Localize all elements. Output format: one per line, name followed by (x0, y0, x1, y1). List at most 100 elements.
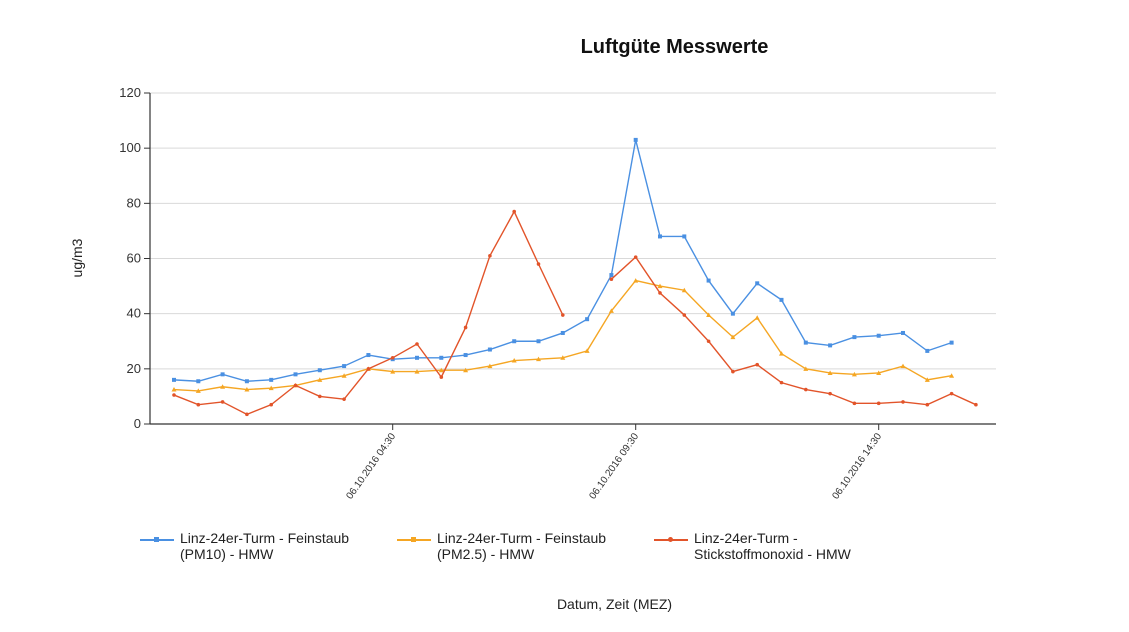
data-point (754, 315, 760, 320)
legend-swatch (140, 534, 174, 546)
legend-swatch (654, 534, 688, 546)
data-point (876, 401, 881, 406)
data-point (731, 369, 735, 374)
series-1 (172, 137, 954, 384)
data-point (608, 308, 614, 313)
data-point (925, 348, 930, 353)
y-tick-label: 100 (119, 140, 141, 155)
data-point (415, 355, 419, 360)
data-point (317, 377, 323, 382)
data-point (633, 278, 639, 283)
data-point (852, 401, 857, 406)
y-tick-label: 120 (119, 85, 141, 100)
data-point (463, 325, 468, 330)
legend-label: Linz-24er-Turm - Feinstaub (PM2.5) - HMW (437, 530, 607, 562)
data-point (512, 339, 517, 344)
data-point (463, 353, 468, 358)
legend-item[interactable]: Linz-24er-Turm - Feinstaub (PM10) - HMW (140, 530, 397, 562)
data-point (755, 281, 760, 286)
grid-lines (150, 92, 996, 370)
data-point (851, 371, 857, 377)
data-point (949, 340, 954, 345)
data-point (682, 313, 687, 317)
data-point (561, 313, 565, 317)
data-point (779, 297, 784, 302)
data-point (900, 363, 906, 369)
data-point (609, 277, 614, 281)
data-point (245, 412, 249, 417)
data-point (415, 342, 419, 346)
data-point (876, 333, 881, 338)
data-point (828, 391, 832, 396)
data-point (706, 339, 711, 344)
data-point (366, 353, 371, 358)
data-point (658, 291, 662, 295)
data-point (949, 391, 954, 396)
data-point (439, 375, 444, 379)
data-point (293, 383, 298, 388)
data-point (633, 255, 638, 259)
data-point (196, 379, 201, 384)
data-point (901, 330, 905, 335)
legend-label: Linz-24er-Turm - Feinstaub (PM10) - HMW (180, 530, 350, 562)
data-point (925, 402, 930, 407)
data-point (244, 379, 249, 384)
legend-item[interactable]: Linz-24er-Turm - Feinstaub (PM2.5) - HMW (397, 530, 654, 562)
data-point (706, 312, 712, 318)
series-3 (172, 209, 978, 417)
y-tick-label: 0 (134, 416, 141, 431)
legend-label: Linz-24er-Turm - Stickstoffmonoxid - HMW (694, 530, 851, 562)
legend: Linz-24er-Turm - Feinstaub (PM10) - HMW L… (140, 530, 911, 562)
data-point (536, 356, 541, 362)
data-point (585, 317, 590, 322)
data-point (318, 394, 322, 399)
data-point (803, 366, 809, 371)
data-point (341, 373, 347, 378)
x-tick-label: 06.10.2016 09:30 (587, 431, 641, 501)
data-point (463, 367, 469, 373)
legend-swatch (397, 534, 431, 546)
data-point (730, 311, 735, 316)
y-tick-label: 40 (127, 306, 141, 321)
data-point (828, 343, 833, 348)
data-point (949, 373, 955, 378)
data-point (196, 402, 201, 407)
data-point (560, 355, 566, 360)
data-point (488, 253, 492, 258)
data-point (584, 348, 590, 353)
data-point (244, 387, 250, 392)
data-point (438, 367, 444, 373)
data-point (804, 387, 808, 392)
data-point (269, 402, 274, 407)
data-point (390, 369, 396, 374)
data-point (560, 330, 565, 335)
series-line (173, 210, 564, 416)
axes (149, 93, 996, 425)
x-axis-title: Datum, Zeit (MEZ) (556, 596, 673, 612)
y-tick-label: 20 (127, 361, 141, 376)
data-point (342, 364, 347, 369)
data-point (658, 234, 662, 239)
legend-item[interactable]: Linz-24er-Turm - Stickstoffmonoxid - HMW (654, 530, 911, 562)
data-point (779, 351, 784, 356)
data-point (172, 377, 176, 382)
series-line (173, 279, 952, 392)
data-point (195, 388, 201, 393)
data-point (901, 400, 905, 404)
data-point (487, 363, 493, 369)
data-point (342, 397, 346, 401)
data-point (390, 356, 395, 360)
x-tick-label: 06.10.2016 14:30 (830, 431, 884, 501)
data-point (171, 387, 177, 392)
data-point (974, 402, 978, 407)
data-point (439, 355, 444, 360)
y-axis-title: ug/m3 (69, 238, 85, 277)
data-point (269, 377, 274, 382)
data-point (511, 358, 517, 363)
x-tick-label: 06.10.2016 04:30 (344, 431, 398, 501)
data-point (220, 372, 225, 377)
data-point (827, 370, 833, 375)
data-point (681, 287, 687, 293)
x-axis-ticks: 06.10.2016 04:30 06.10.2016 09:30 06.10.20… (344, 424, 884, 501)
